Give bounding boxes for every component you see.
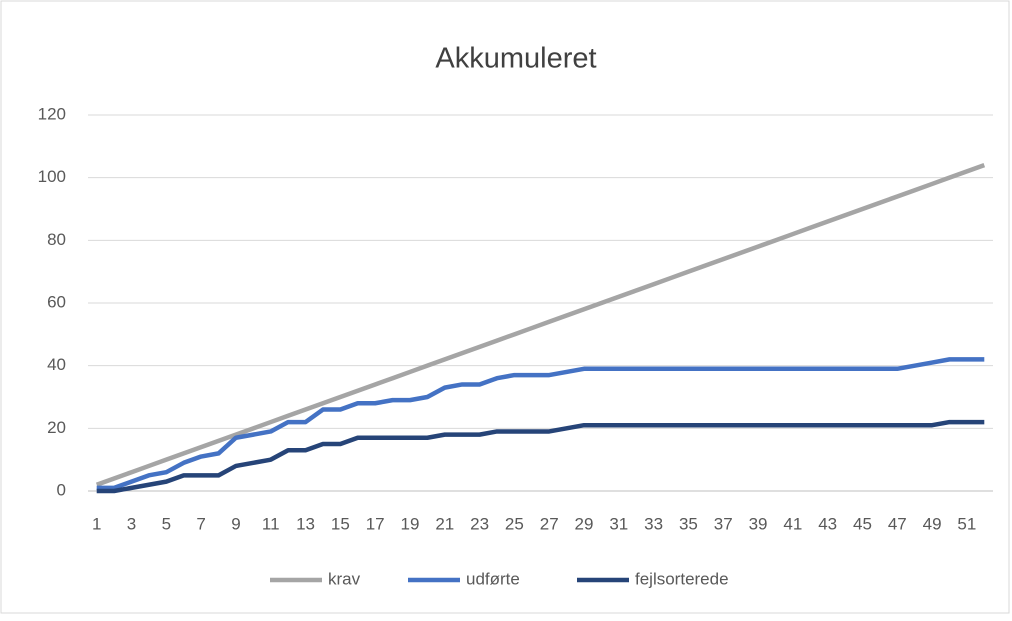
x-tick-label: 13 xyxy=(296,514,315,533)
x-tick-label: 1 xyxy=(92,514,101,533)
x-tick-label: 7 xyxy=(196,514,205,533)
line-series xyxy=(96,419,985,494)
x-tick-label: 23 xyxy=(470,514,489,533)
x-tick-label: 49 xyxy=(923,514,942,533)
x-tick-label: 51 xyxy=(957,514,976,533)
legend-label: fejlsorterede xyxy=(635,569,729,588)
line-series xyxy=(95,163,986,487)
x-tick-label: 47 xyxy=(888,514,907,533)
x-tick-label: 37 xyxy=(714,514,733,533)
x-tick-label: 29 xyxy=(575,514,594,533)
x-tick-label: 33 xyxy=(644,514,663,533)
legend-label: krav xyxy=(328,569,361,588)
y-tick-label: 80 xyxy=(47,230,66,249)
x-tick-label: 9 xyxy=(231,514,240,533)
x-tick-label: 39 xyxy=(749,514,768,533)
x-tick-label: 25 xyxy=(505,514,524,533)
x-tick-label: 35 xyxy=(679,514,698,533)
chart-title: Akkumuleret xyxy=(435,43,596,75)
x-tick-label: 5 xyxy=(162,514,171,533)
x-tick-label: 45 xyxy=(853,514,872,533)
x-tick-label: 3 xyxy=(127,514,136,533)
x-tick-label: 11 xyxy=(262,514,280,533)
x-tick-label: 15 xyxy=(331,514,350,533)
line-series xyxy=(96,357,985,491)
x-tick-label: 19 xyxy=(401,514,420,533)
y-tick-label: 120 xyxy=(38,104,66,123)
y-tick-label: 100 xyxy=(38,167,66,186)
x-tick-label: 17 xyxy=(366,514,385,533)
x-tick-label: 41 xyxy=(783,514,802,533)
y-tick-label: 20 xyxy=(47,418,66,437)
y-tick-label: 40 xyxy=(47,355,66,374)
x-tick-label: 31 xyxy=(609,514,628,533)
y-tick-label: 0 xyxy=(57,480,66,499)
x-tick-label: 21 xyxy=(435,514,454,533)
y-tick-label: 60 xyxy=(47,292,66,311)
x-tick-label: 27 xyxy=(540,514,559,533)
x-tick-label: 43 xyxy=(818,514,837,533)
legend-label: udførte xyxy=(466,569,520,588)
